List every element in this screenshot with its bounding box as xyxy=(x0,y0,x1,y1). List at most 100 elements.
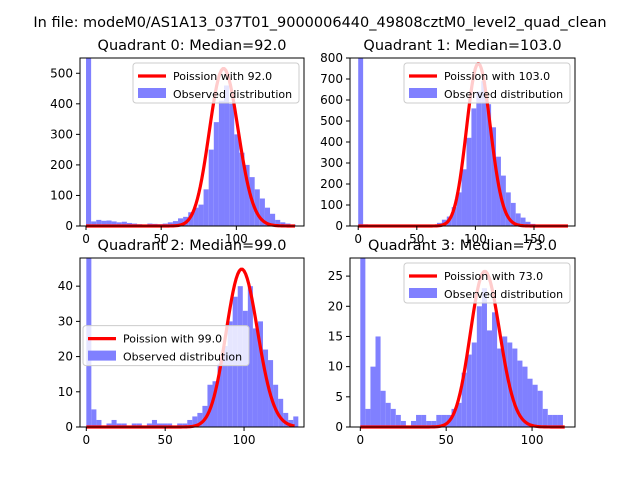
axes-frame xyxy=(79,257,305,428)
y-tick-label: 0 xyxy=(65,420,73,434)
histogram-bar xyxy=(111,221,117,226)
histogram-bar xyxy=(217,363,223,427)
histogram-bar xyxy=(456,402,462,427)
histogram-bar xyxy=(193,207,199,226)
histogram-bar xyxy=(461,169,467,226)
y-tick-label: 800 xyxy=(320,51,343,65)
histogram-bar xyxy=(466,137,472,226)
x-tick-label: 50 xyxy=(409,232,424,246)
histogram-bar xyxy=(192,416,198,427)
y-tick-label: 15 xyxy=(328,329,343,343)
histogram-bar xyxy=(257,321,263,427)
histogram-bar xyxy=(431,420,437,427)
y-tick-label: 20 xyxy=(328,299,343,313)
y-tick-label: 20 xyxy=(58,350,73,364)
histogram-bar xyxy=(198,204,204,226)
histogram-bar xyxy=(400,420,406,427)
histogram-bar xyxy=(116,222,122,226)
histogram-bar xyxy=(239,152,245,226)
histogram-bar xyxy=(517,360,523,427)
legend-box xyxy=(82,325,250,367)
y-tick-label: 500 xyxy=(50,66,73,80)
legend-line-label: Poission with 99.0 xyxy=(123,333,222,346)
histogram-bar xyxy=(370,366,376,427)
histogram-bar xyxy=(101,220,107,226)
y-tick-label: 400 xyxy=(50,97,73,111)
axes-frame xyxy=(349,257,576,428)
histogram-bar xyxy=(466,354,472,427)
histogram-bar xyxy=(172,221,179,226)
histogram-bar xyxy=(208,149,214,226)
histogram-bar xyxy=(218,100,225,226)
histogram-bar xyxy=(136,423,142,427)
legend-box xyxy=(403,262,571,304)
histogram-bar xyxy=(242,310,248,427)
histogram-bar xyxy=(222,346,228,427)
histogram-bar xyxy=(212,381,218,427)
histogram-bar xyxy=(111,419,117,427)
x-tick-label: 0 xyxy=(356,433,364,447)
histogram-bar xyxy=(167,423,173,427)
histogram-bar xyxy=(280,222,286,226)
histogram-bar xyxy=(203,189,209,226)
histogram-bar xyxy=(436,414,442,427)
legend-bar-label: Observed distribution xyxy=(173,88,292,101)
histogram-bar xyxy=(375,336,381,427)
legend-box xyxy=(132,62,300,104)
histogram-bar xyxy=(121,221,127,226)
panel-title: Quadrant 0: Median=92.0 xyxy=(98,38,287,54)
y-tick-label: 100 xyxy=(50,188,73,202)
histogram-bar xyxy=(547,414,553,427)
y-tick-label: 100 xyxy=(320,198,343,212)
y-tick-label: 200 xyxy=(320,177,343,191)
panel-title: Quadrant 3: Median=73.0 xyxy=(368,238,557,254)
x-tick-label: 100 xyxy=(521,433,544,447)
histogram-bar xyxy=(520,217,526,226)
histogram-bar xyxy=(451,408,457,427)
histogram-bar xyxy=(252,328,258,427)
histogram-bar xyxy=(86,58,92,226)
histogram-bar xyxy=(177,423,183,427)
histogram-bar xyxy=(151,419,157,427)
histogram-bar xyxy=(178,218,184,226)
histogram-bar xyxy=(426,420,432,427)
histogram-bar xyxy=(525,221,531,226)
histogram-bar xyxy=(380,390,386,427)
histogram-bar xyxy=(121,423,127,427)
x-tick-label: 0 xyxy=(82,232,90,246)
histogram-bar xyxy=(390,408,396,427)
histogram-bar xyxy=(156,423,163,427)
histogram-bar xyxy=(552,414,558,427)
histogram-bar xyxy=(197,412,203,427)
quadrant-panel-3: Quadrant 3: Median=73.0 0 50 100 0 5 10 15 20 25 P… xyxy=(328,238,576,447)
histogram-bar xyxy=(293,416,299,427)
histogram-bar xyxy=(146,423,152,427)
legend-line-label: Poission with 92.0 xyxy=(173,70,272,83)
y-tick-label: 300 xyxy=(320,156,343,170)
histogram-bar xyxy=(385,402,391,427)
histogram-bar xyxy=(441,414,447,427)
legend-line-label: Poission with 103.0 xyxy=(444,70,550,83)
histogram-bar xyxy=(492,312,498,427)
histogram-bar xyxy=(421,414,427,427)
histogram-bar xyxy=(187,419,193,427)
quadrant-panel-0: Quadrant 0: Median=92.0 0 50 100 0 100 200 300 4… xyxy=(50,38,305,246)
histogram-bar xyxy=(395,414,401,427)
histogram-bar xyxy=(254,189,260,226)
y-tick-label: 200 xyxy=(50,158,73,172)
legend-bar-swatch xyxy=(409,288,437,298)
axes-frame xyxy=(79,57,305,227)
quadrant-panel-2: Quadrant 2: Median=99.0 0 50 100 0 10 20 30 40 Po… xyxy=(58,238,305,447)
legend: Poission with 73.0 Observed distribution xyxy=(403,262,571,304)
histogram-bar xyxy=(167,222,173,226)
y-tick-label: 400 xyxy=(320,135,343,149)
legend-bar-swatch xyxy=(88,350,116,361)
histogram-bar xyxy=(116,423,122,427)
x-tick-label: 100 xyxy=(464,232,487,246)
y-tick-label: 700 xyxy=(320,72,343,86)
histogram-bar xyxy=(497,348,503,427)
histogram-bar xyxy=(182,423,188,427)
legend-box xyxy=(403,62,571,104)
histogram-bar xyxy=(471,108,477,226)
histogram-bar xyxy=(486,330,493,427)
